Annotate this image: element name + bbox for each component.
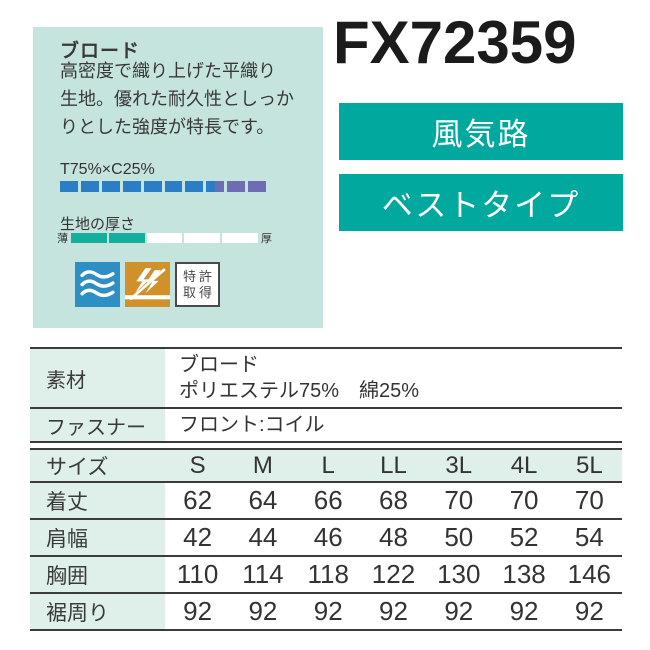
anti-static-icon [125, 262, 170, 307]
product-code: FX72359 [333, 9, 577, 76]
size-cell: 70 [509, 485, 539, 515]
size-cell: 46 [313, 522, 343, 552]
size-header-cell: L [295, 450, 361, 481]
spec-row-value: フロント:コイル [165, 409, 622, 441]
composition-segment [164, 181, 183, 192]
size-header-cell: 3L [426, 450, 492, 481]
size-cell: 52 [509, 522, 539, 552]
size-cell: 70 [444, 485, 474, 515]
size-row-label: 肩幅 [30, 520, 165, 555]
patent-badge-line: 取得 [182, 284, 215, 300]
thickness-segment [184, 233, 221, 243]
composition-segment [185, 181, 204, 192]
thickness-segment [71, 233, 107, 243]
size-cell: 44 [248, 522, 278, 552]
composition-label: T75%×C25% [60, 161, 155, 178]
type-tag-button[interactable]: ベストタイプ [339, 174, 623, 231]
table-row: 素材 ブロード ポリエステル75% 綿25% [30, 349, 622, 407]
composition-segment [80, 181, 99, 192]
spec-row-label: ファスナー [30, 409, 165, 441]
size-header-cell: S [165, 450, 231, 481]
size-cell: 110 [176, 559, 219, 589]
size-cell: 42 [183, 522, 213, 552]
size-row-label: 裾周り [30, 594, 165, 629]
fabric-description-line: 高密度で織り上げた平織り [60, 61, 276, 81]
size-header-row: サイズ S M L LL 3L 4L 5L [30, 450, 622, 483]
spec-value-line: フロント:コイル [179, 414, 325, 436]
composition-segment [60, 181, 78, 192]
feature-icons: 特許 取得 [75, 262, 220, 307]
size-cell: 92 [379, 596, 408, 626]
size-cell: 138 [502, 559, 546, 589]
thickness-segments [71, 233, 258, 243]
thickness-segment [108, 233, 145, 243]
size-cell: 68 [379, 485, 408, 515]
patent-badge: 特許 取得 [175, 262, 220, 307]
size-cell: 92 [313, 596, 343, 626]
size-cell: 92 [183, 596, 213, 626]
airflow-waves-icon [75, 262, 120, 307]
fabric-description-line: 生地。優れた耐久性としっか [60, 89, 294, 109]
composition-segment [206, 181, 225, 192]
thickness-segment [146, 233, 183, 243]
thickness-min-label: 薄 [57, 233, 68, 245]
size-row-label: 胸囲 [30, 557, 165, 592]
composition-segment [143, 181, 162, 192]
size-cell: 66 [313, 485, 343, 515]
composition-segment [122, 181, 141, 192]
composition-segment [248, 181, 267, 192]
size-cell: 114 [242, 559, 284, 589]
size-row-label: 着丈 [30, 483, 165, 518]
size-header-cell: M [230, 450, 296, 481]
spec-table: 素材 ブロード ポリエステル75% 綿25% ファスナー フロント:コイル [30, 347, 622, 443]
size-header-cell: 5L [556, 450, 622, 481]
spec-value-line: ブロード [179, 354, 259, 376]
composition-segment [227, 181, 246, 192]
thickness-max-label: 厚 [261, 233, 272, 245]
fabric-info-card: ブロード 高密度で織り上げた平織り 生地。優れた耐久性としっか りとした強度が特… [33, 27, 323, 328]
size-cell: 48 [379, 522, 408, 552]
table-row: 裾周り 92 92 92 92 92 92 92 [30, 594, 622, 631]
spec-row-label: 素材 [30, 349, 165, 407]
fabric-description-line: りとした強度が特長です。 [60, 117, 275, 137]
size-table: サイズ S M L LL 3L 4L 5L 着丈 62 64 66 68 70 … [30, 448, 622, 631]
thickness-segment [222, 233, 258, 243]
spec-value-line: ポリエステル75% 綿25% [179, 380, 420, 402]
size-cell: 64 [248, 485, 278, 515]
fabric-name: ブロード [60, 41, 141, 62]
patent-badge-line: 特許 [182, 268, 215, 284]
size-cell: 146 [567, 559, 612, 589]
size-cell: 130 [437, 559, 481, 589]
size-header-cell: 4L [491, 450, 557, 481]
size-cell: 50 [444, 522, 474, 552]
thickness-scale: 薄 厚 [57, 230, 272, 246]
table-row: 着丈 62 64 66 68 70 70 70 [30, 483, 622, 520]
table-row: 肩幅 42 44 46 48 50 52 54 [30, 520, 622, 557]
table-row: 胸囲 110 114 118 122 130 138 146 [30, 557, 622, 594]
size-cell: 62 [183, 485, 213, 515]
brand-tag-button[interactable]: 風気路 [339, 103, 623, 160]
size-cell: 118 [307, 559, 349, 589]
size-cell: 92 [574, 596, 604, 626]
size-cell: 92 [509, 596, 539, 626]
table-row: ファスナー フロント:コイル [30, 407, 622, 441]
size-cell: 70 [574, 485, 604, 515]
size-cell: 92 [444, 596, 474, 626]
size-cell: 54 [574, 522, 604, 552]
thickness-label: 生地の厚さ [60, 216, 136, 233]
size-header-cell: LL [360, 450, 427, 481]
size-cell: 122 [371, 559, 416, 589]
size-cell: 92 [248, 596, 278, 626]
size-header-label: サイズ [30, 450, 165, 481]
fabric-description: 高密度で織り上げた平織り 生地。優れた耐久性としっか りとした強度が特長です。 [60, 57, 305, 141]
composition-segment [101, 181, 120, 192]
spec-row-value: ブロード ポリエステル75% 綿25% [165, 349, 622, 407]
composition-bar [60, 181, 267, 192]
